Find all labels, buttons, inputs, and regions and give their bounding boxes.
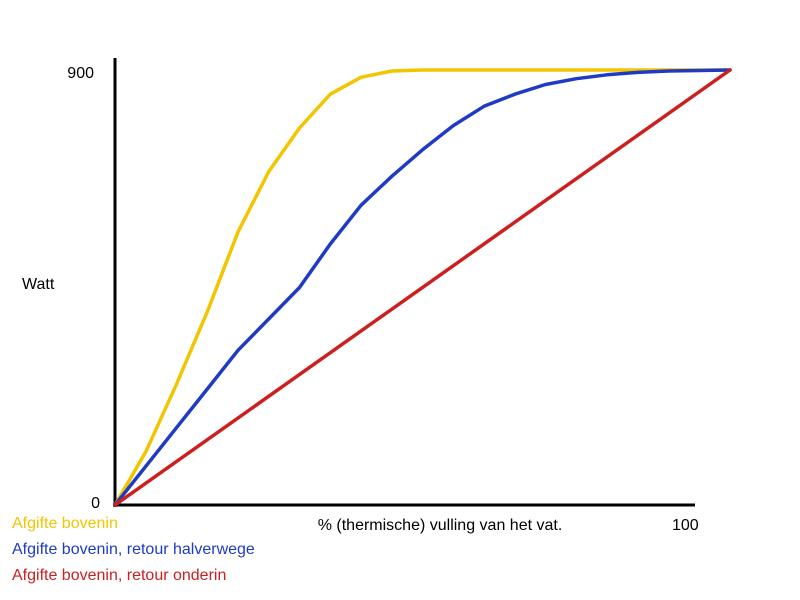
x-axis-tick-100: 100 [672,517,699,534]
y-axis-tick-900: 900 [67,65,94,82]
origin-tick: 0 [91,495,100,512]
legend: Afgifte bovenin Afgifte bovenin, retour … [12,511,255,589]
x-axis-label: % (thermische) vulling van het vat. [317,517,563,534]
legend-item-afgifte-bovenin: Afgifte bovenin [12,515,118,532]
legend-item-retour-halverwege: Afgifte bovenin, retour halverwege [12,541,255,558]
y-axis-label: Watt [22,276,55,293]
series-line [113,68,732,507]
series-line [113,68,732,507]
series-line [113,68,732,507]
legend-item-retour-onderin: Afgifte bovenin, retour onderin [12,567,227,584]
